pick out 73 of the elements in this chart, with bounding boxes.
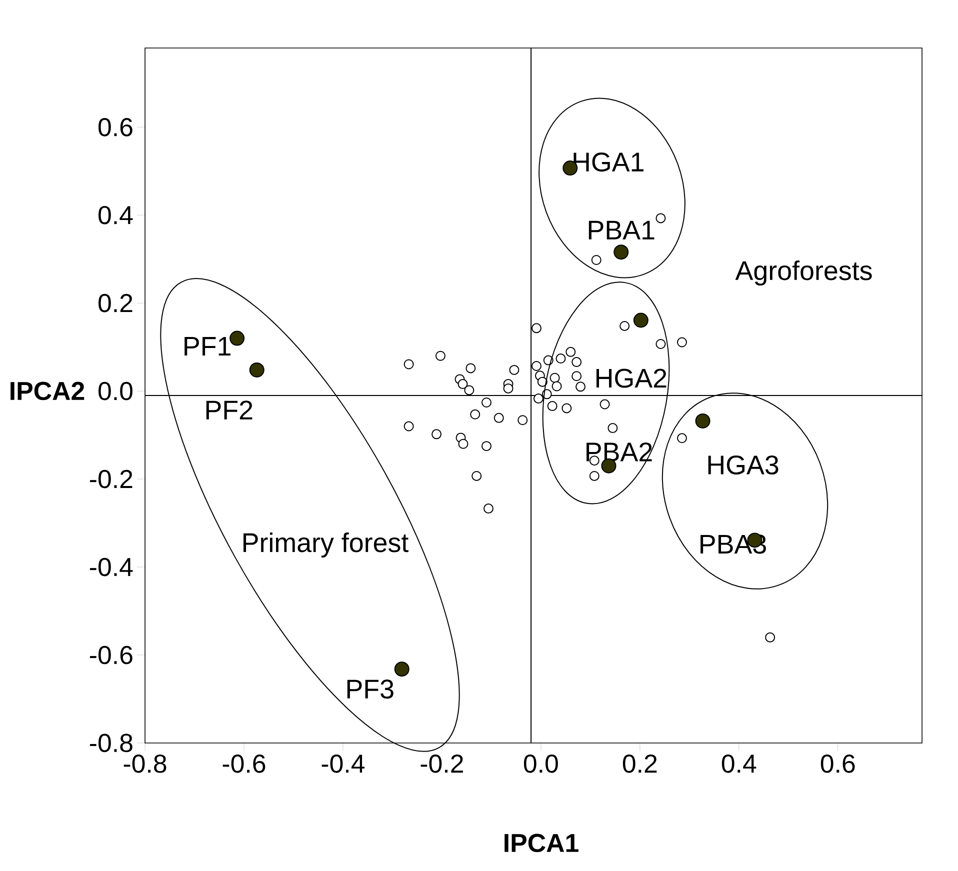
point <box>466 363 476 374</box>
point <box>656 213 666 224</box>
point <box>464 385 474 396</box>
annotation: Agroforests <box>735 260 872 286</box>
point <box>556 354 566 364</box>
point <box>547 401 558 412</box>
point <box>404 421 414 432</box>
annotation: Primary forest <box>244 532 408 558</box>
y-tick-label: 0.6 <box>98 118 132 136</box>
y-tick-label: 0.0 <box>98 382 132 400</box>
point <box>483 504 494 514</box>
point <box>458 379 468 390</box>
point <box>494 412 504 423</box>
point <box>566 346 576 357</box>
point <box>550 372 560 383</box>
x-tick-label: -0.6 <box>222 754 266 773</box>
point <box>249 362 264 378</box>
point <box>765 632 776 642</box>
point <box>589 470 600 481</box>
y-tick-label: -0.2 <box>90 470 132 488</box>
point <box>503 383 514 394</box>
point <box>591 254 602 265</box>
x-tick-label: -0.8 <box>124 754 166 773</box>
y-tick-label: 0.4 <box>98 206 133 224</box>
x-tick-label: 0.6 <box>820 754 855 773</box>
point <box>537 376 548 387</box>
x-tick-label: 0.4 <box>722 754 756 773</box>
point <box>533 394 544 404</box>
annotation: PBA1 <box>588 220 654 240</box>
point <box>600 399 610 410</box>
point <box>676 337 687 348</box>
point <box>458 438 468 449</box>
point <box>509 364 520 375</box>
point <box>404 359 414 370</box>
point <box>518 415 528 426</box>
point <box>572 371 582 382</box>
point <box>614 244 629 260</box>
point <box>481 398 492 408</box>
point <box>572 357 582 368</box>
point <box>676 433 687 444</box>
y-axis-title: IPCA2 <box>10 382 84 400</box>
point <box>481 441 492 452</box>
annotation: PF2 <box>206 400 252 420</box>
annotation: PF3 <box>347 680 394 699</box>
point <box>695 413 710 428</box>
point <box>394 662 410 677</box>
point <box>633 312 648 328</box>
annotation: HGA3 <box>708 455 778 475</box>
point <box>531 323 542 334</box>
annotation: PF1 <box>184 337 230 356</box>
y-tick-label: -0.6 <box>90 646 132 664</box>
point <box>608 423 618 434</box>
x-tick-label: -0.4 <box>322 754 365 773</box>
point <box>552 381 562 392</box>
point <box>656 339 666 350</box>
point <box>620 320 630 331</box>
y-tick-label: -0.8 <box>90 734 132 752</box>
point <box>472 470 482 481</box>
point <box>562 403 572 414</box>
x-axis-title: IPCA1 <box>504 834 578 852</box>
point <box>435 350 446 361</box>
annotation: PBA2 <box>586 442 652 462</box>
point <box>230 330 245 346</box>
y-tick-label: -0.4 <box>90 558 133 576</box>
point <box>531 361 542 372</box>
point <box>432 429 442 440</box>
point <box>470 409 480 420</box>
x-tick-label: -0.2 <box>420 754 463 773</box>
x-tick-label: 0.2 <box>622 754 657 773</box>
point <box>576 382 586 392</box>
annotation: HGA2 <box>596 368 666 388</box>
x-tick-label: 0.0 <box>524 754 558 773</box>
y-tick-label: 0.2 <box>98 294 132 312</box>
